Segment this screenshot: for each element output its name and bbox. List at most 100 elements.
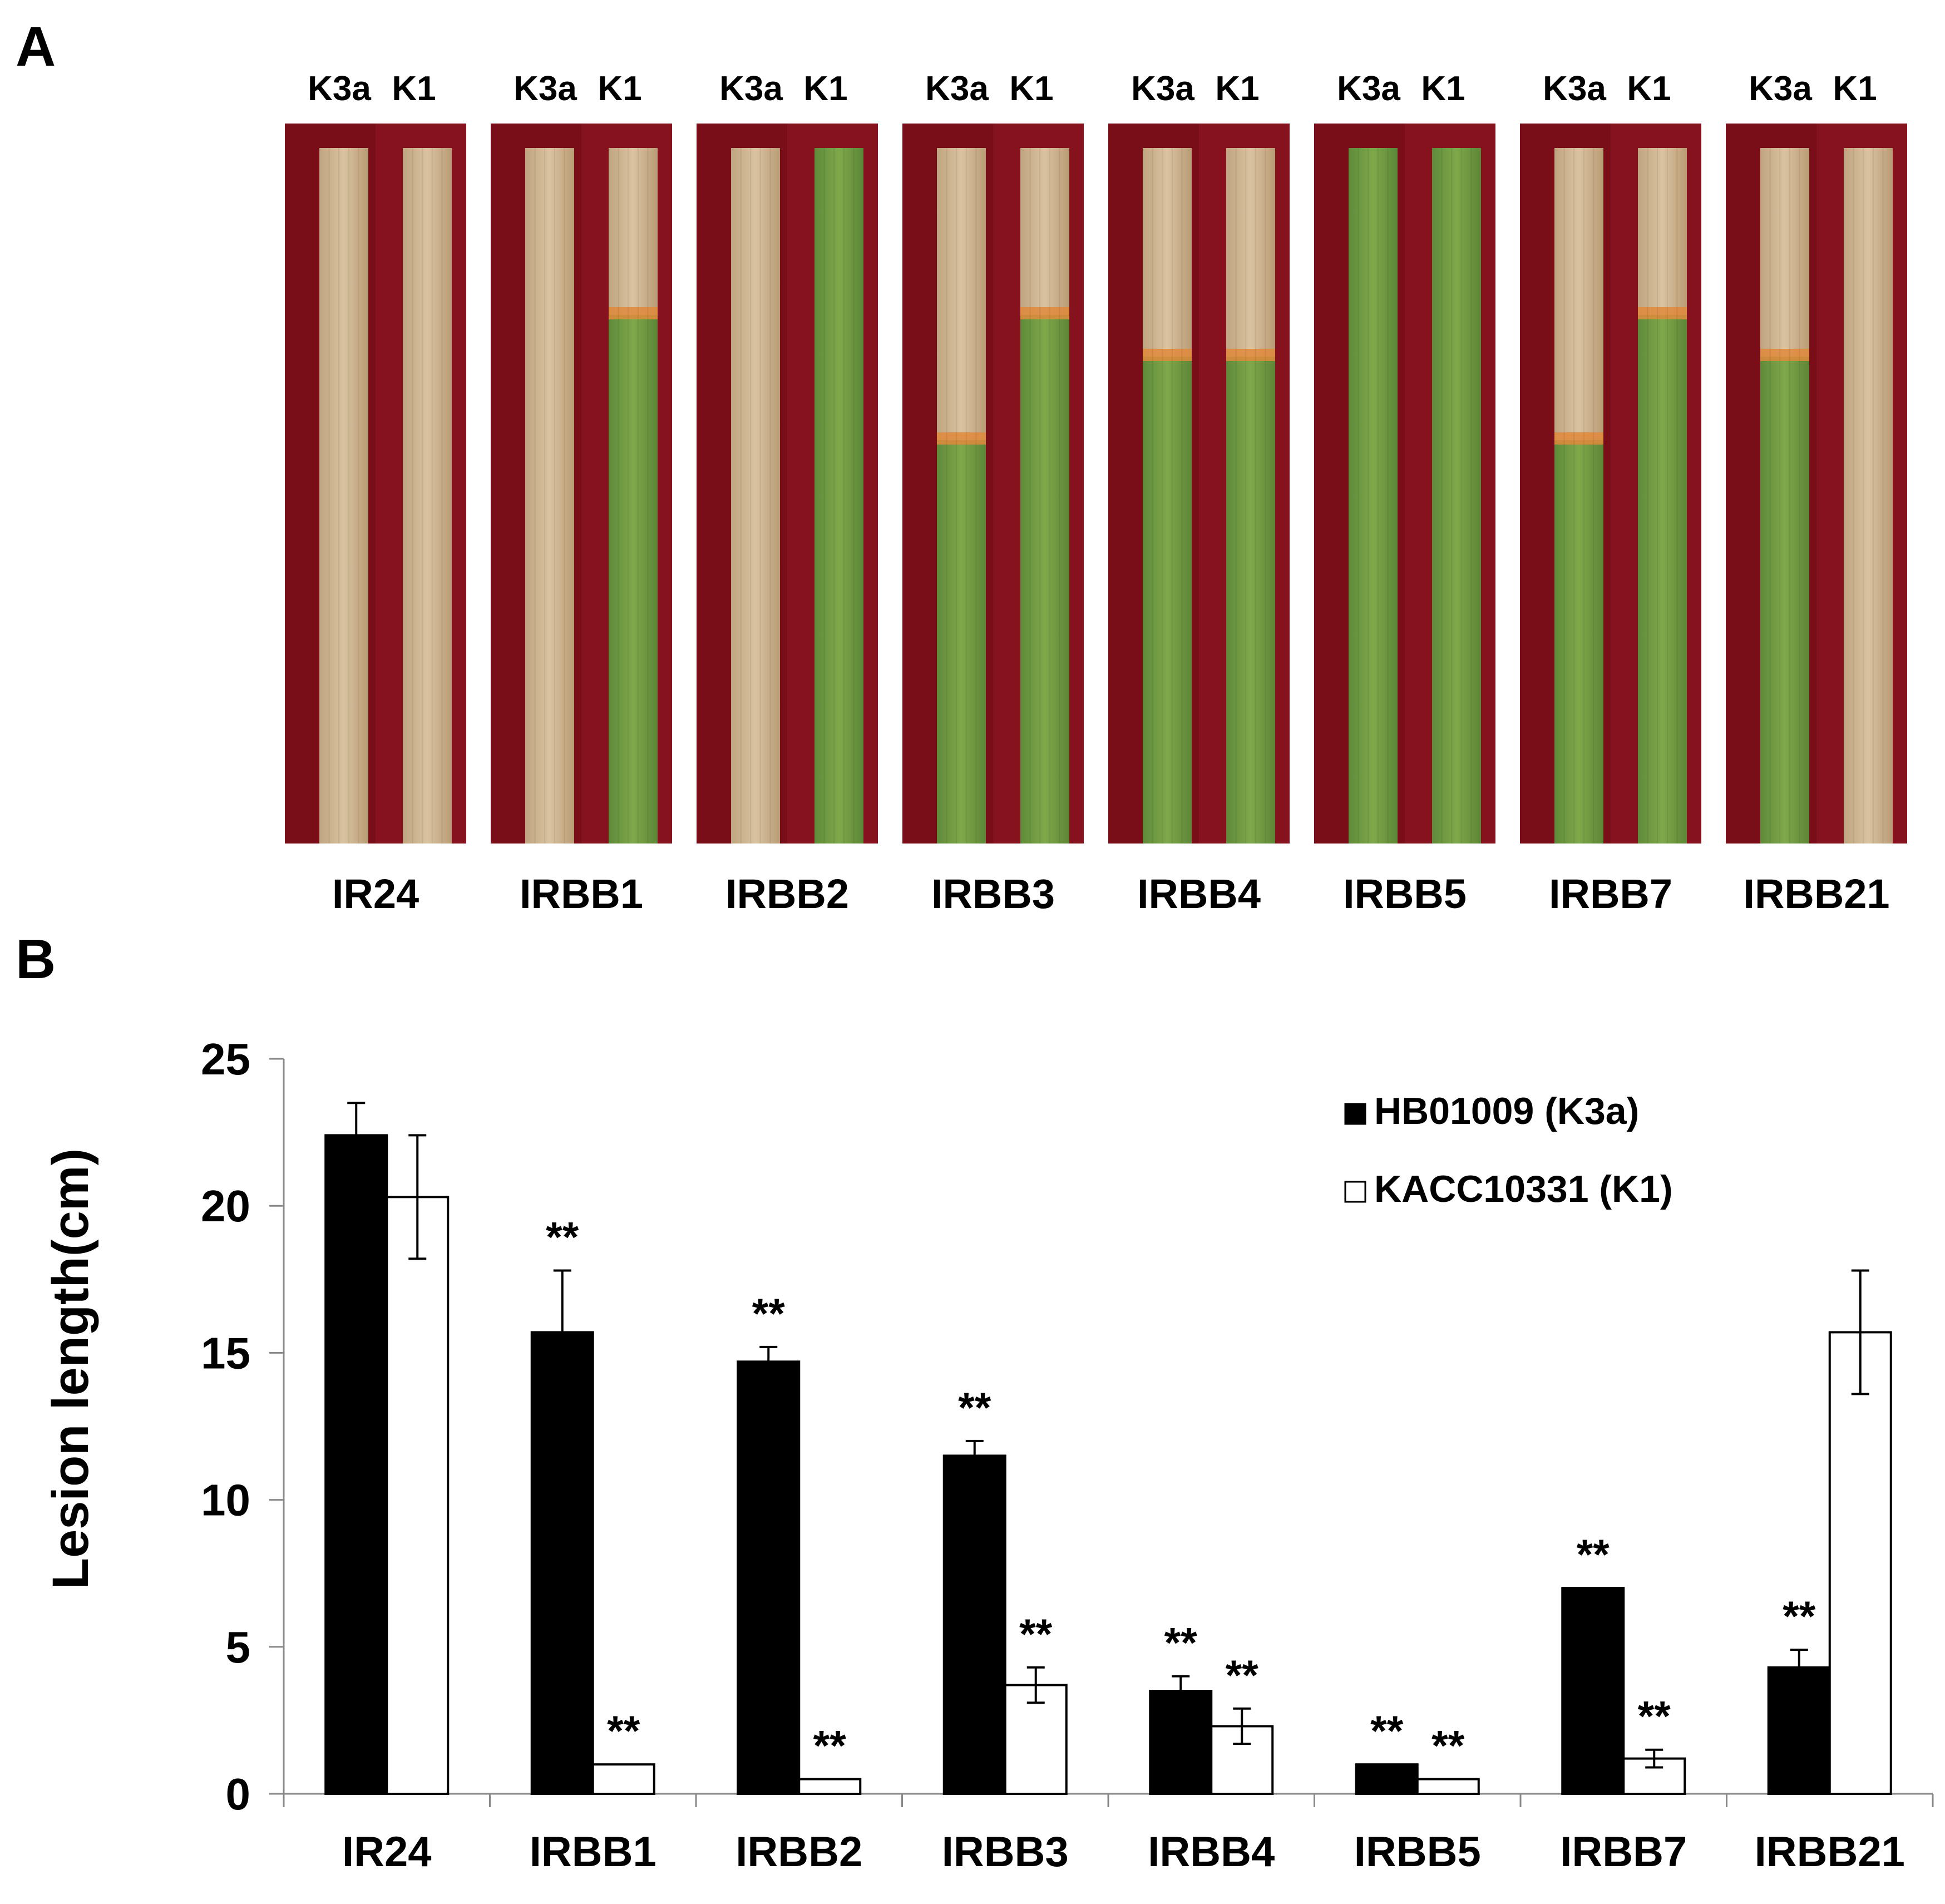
significance-marker: ** bbox=[813, 1723, 847, 1770]
significance-marker: ** bbox=[1638, 1693, 1671, 1740]
lesion-margin bbox=[609, 307, 658, 319]
variety-label: IRBB2 bbox=[725, 871, 849, 917]
strain-label-k3a: K3a bbox=[308, 70, 371, 108]
strain-label-k3a: K3a bbox=[1749, 70, 1812, 108]
strain-label-k1: K1 bbox=[1627, 70, 1671, 108]
lesion-area bbox=[731, 148, 780, 844]
bar bbox=[1561, 1587, 1625, 1796]
lesion-length-bar-chart: 0 5 10 15 20 25 IR24 IRBB1 IRBB2 IRBB3 IRBB4 IRBB5… bbox=[42, 1034, 1934, 1876]
variety-label: IRBB3 bbox=[931, 871, 1055, 917]
leaf-blade bbox=[814, 148, 863, 844]
leaf-k3a bbox=[1349, 148, 1398, 844]
y-tick-label: 5 bbox=[226, 1622, 251, 1672]
strain-label-k3a: K3a bbox=[514, 70, 577, 108]
leaf-photo-irbb21: K3a K1 IRBB21 bbox=[1726, 70, 1907, 917]
strain-label-k3a: K3a bbox=[1131, 70, 1194, 108]
leaf-photo-ir24: K3a K1 IR24 bbox=[285, 70, 466, 917]
legend-swatch-k3a bbox=[1344, 1103, 1366, 1125]
x-tick-label: IRBB4 bbox=[1148, 1828, 1275, 1876]
leaf-photo-irbb2: K3a K1 IRBB2 bbox=[697, 70, 878, 917]
leaf-k1 bbox=[1432, 148, 1481, 844]
y-tick-label: 0 bbox=[226, 1769, 251, 1819]
leaf-photo-irbb3: K3a K1 IRBB3 bbox=[902, 70, 1084, 917]
variety-label: IRBB7 bbox=[1549, 871, 1672, 917]
lesion-margin bbox=[1020, 307, 1069, 319]
lesion-area bbox=[1020, 148, 1069, 315]
leaf-k3a bbox=[525, 148, 574, 844]
significance-marker: ** bbox=[1226, 1652, 1259, 1699]
x-tick-label: IRBB2 bbox=[735, 1828, 862, 1876]
significance-marker: ** bbox=[1577, 1531, 1610, 1579]
bar bbox=[1416, 1778, 1480, 1796]
leaf-k1 bbox=[403, 148, 452, 844]
y-tick-label: 25 bbox=[201, 1034, 250, 1084]
series-k1: ** ** ** ** ** ** bbox=[386, 1134, 1892, 1796]
significance-marker: ** bbox=[546, 1214, 579, 1261]
bar bbox=[1767, 1666, 1831, 1796]
chart-legend: HB01009 (K3a) KACC10331 (K1) bbox=[1344, 1090, 1673, 1210]
lesion-area bbox=[525, 148, 574, 844]
leaf-k3a bbox=[1760, 148, 1809, 844]
y-tick-label: 10 bbox=[201, 1476, 250, 1525]
lesion-area bbox=[1226, 148, 1275, 357]
y-tick-label: 20 bbox=[201, 1181, 250, 1231]
significance-marker: ** bbox=[1019, 1611, 1053, 1658]
lesion-area bbox=[1638, 148, 1687, 315]
significance-marker: ** bbox=[958, 1384, 991, 1432]
leaf-k1 bbox=[814, 148, 863, 844]
leaf-photo-irbb7: K3a K1 IRBB7 bbox=[1520, 70, 1701, 917]
variety-label: IRBB5 bbox=[1343, 871, 1467, 917]
significance-marker: ** bbox=[1431, 1723, 1465, 1770]
strain-label-k1: K1 bbox=[1215, 70, 1259, 108]
bar bbox=[798, 1778, 862, 1796]
bar bbox=[591, 1763, 655, 1795]
bar bbox=[737, 1360, 801, 1795]
strain-label-k1: K1 bbox=[1009, 70, 1053, 108]
leaf-k1 bbox=[1638, 148, 1687, 844]
strain-label-k3a: K3a bbox=[1337, 70, 1400, 108]
lesion-margin bbox=[1226, 349, 1275, 361]
significance-marker: ** bbox=[607, 1708, 640, 1755]
lesion-area bbox=[1760, 148, 1809, 357]
x-tick-label: IRBB7 bbox=[1560, 1828, 1687, 1876]
bar bbox=[530, 1331, 594, 1796]
lesion-area bbox=[1844, 148, 1893, 844]
strain-label-k3a: K3a bbox=[925, 70, 989, 108]
lesion-area bbox=[1554, 148, 1603, 440]
lesion-margin bbox=[937, 432, 986, 445]
y-tick-label: 15 bbox=[201, 1328, 250, 1378]
strain-label-k3a: K3a bbox=[719, 70, 783, 108]
leaf-k1 bbox=[609, 148, 658, 844]
bar bbox=[1828, 1331, 1892, 1796]
x-tick-label: IR24 bbox=[342, 1828, 432, 1876]
bar-series: ** ** ** ** ** ** ** ** ** ** ** ** ** bbox=[324, 1102, 1892, 1796]
significance-marker: ** bbox=[1783, 1593, 1816, 1640]
leaf-k1 bbox=[1020, 148, 1069, 844]
variety-label: IR24 bbox=[332, 871, 419, 917]
leaf-k3a bbox=[1143, 148, 1192, 844]
lesion-margin bbox=[1554, 432, 1603, 445]
strain-label-k1: K1 bbox=[1833, 70, 1877, 108]
lesion-area bbox=[937, 148, 986, 440]
leaf-k1 bbox=[1844, 148, 1893, 844]
y-axis: 0 5 10 15 20 25 bbox=[201, 1034, 285, 1819]
lesion-area bbox=[403, 148, 452, 844]
variety-label: IRBB4 bbox=[1137, 871, 1261, 917]
lesion-area bbox=[319, 148, 368, 844]
leaf-photo-irbb5: K3a K1 IRBB5 bbox=[1314, 70, 1495, 917]
series-k3a: ** ** ** ** ** ** ** bbox=[324, 1102, 1831, 1796]
leaf-photo-irbb1: K3a K1 IRBB1 bbox=[491, 70, 672, 917]
variety-label: IRBB1 bbox=[520, 871, 643, 917]
x-tick-label: IRBB1 bbox=[530, 1828, 656, 1876]
leaf-blade bbox=[1349, 148, 1398, 844]
bar bbox=[1355, 1763, 1419, 1795]
significance-marker: ** bbox=[1164, 1620, 1198, 1667]
x-axis: IR24 IRBB1 IRBB2 IRBB3 IRBB4 IRBB5 IRBB7 IRBB21 bbox=[283, 1793, 1934, 1876]
bar bbox=[386, 1196, 450, 1795]
leaf-k1 bbox=[1226, 148, 1275, 844]
y-axis-label: Lesion length(cm) bbox=[42, 1148, 99, 1589]
legend-label-k1: KACC10331 (K1) bbox=[1374, 1168, 1673, 1210]
legend-label-k3a: HB01009 (K3a) bbox=[1374, 1090, 1639, 1132]
